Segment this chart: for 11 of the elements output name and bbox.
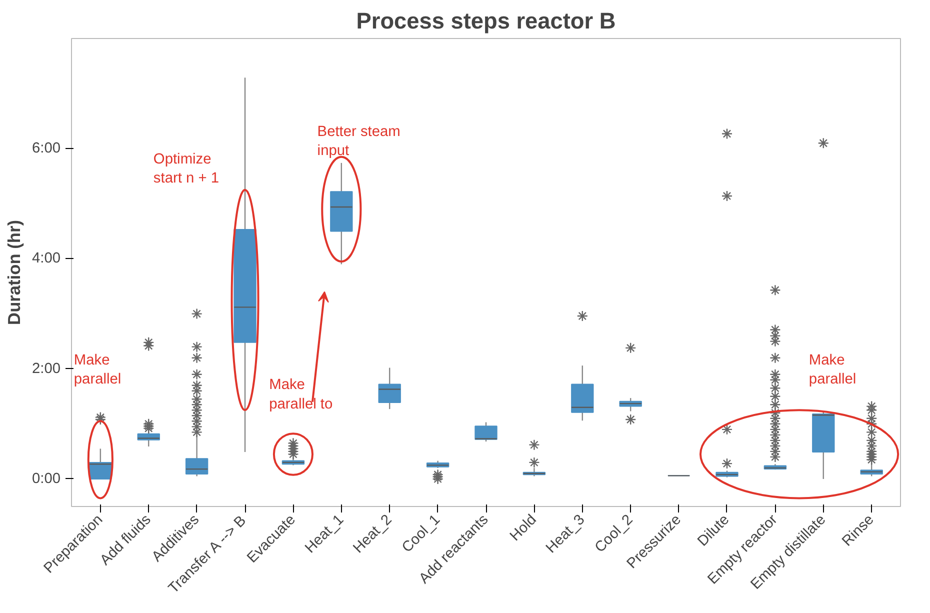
y-tick-label: 2:00 [32,360,61,377]
annotation: Make parallel [808,352,856,388]
annotation: Make parallel to [269,377,333,412]
chart-title: Process steps reactor B [356,8,616,34]
annotation: Make parallel [74,352,122,388]
y-axis-title: Duration (hr) [4,220,24,325]
annotation: Optimize start n + 1 [153,151,220,187]
y-tick-label: 6:00 [32,140,61,157]
y-tick-label: 0:00 [32,470,61,487]
y-tick-label: 4:00 [32,250,61,267]
annotation: Better steam input [317,124,400,160]
